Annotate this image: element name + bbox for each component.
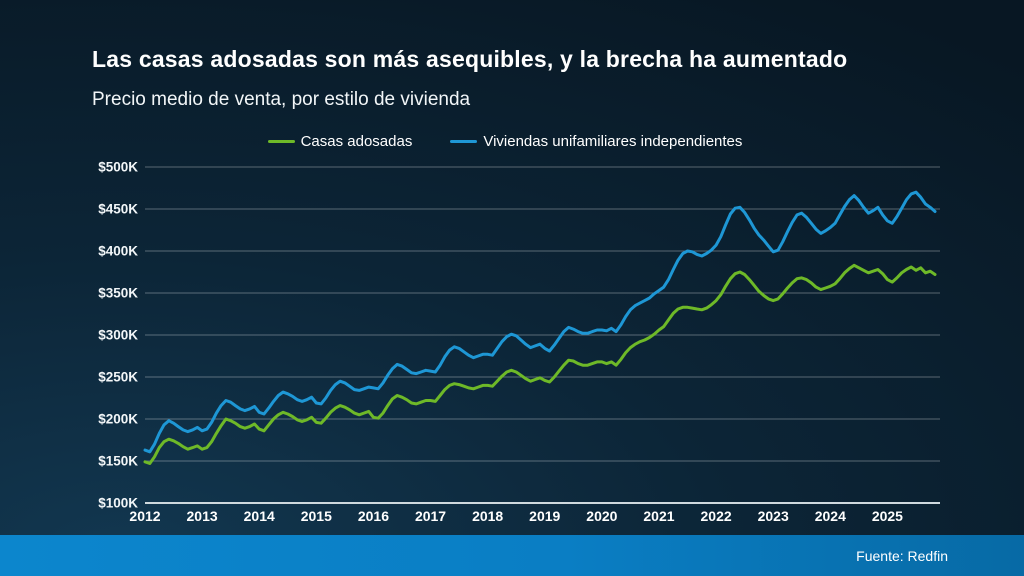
x-tick-label: 2025: [872, 508, 903, 524]
y-tick-label: $400K: [98, 244, 138, 259]
x-tick-label: 2015: [301, 508, 332, 524]
x-tick-label: 2021: [643, 508, 674, 524]
x-tick-label: 2018: [472, 508, 503, 524]
x-tick-label: 2024: [815, 508, 846, 524]
y-tick-label: $450K: [98, 202, 138, 217]
x-tick-label: 2013: [187, 508, 218, 524]
legend-label-single-family: Viviendas unifamiliares independientes: [483, 133, 743, 150]
x-tick-label: 2014: [244, 508, 275, 524]
legend-swatch-single-family-line: [450, 140, 478, 143]
series-line-townhouse: [143, 263, 937, 465]
y-tick-label: $250K: [98, 370, 138, 385]
y-gridlines: [145, 166, 940, 504]
x-tick-label: 2017: [415, 508, 446, 524]
y-tick-label: $100K: [98, 496, 138, 511]
x-tick-label: 2016: [358, 508, 389, 524]
legend-item-single-family: Viviendas unifamiliares independientes: [450, 133, 742, 150]
legend-item-townhouse: Casas adosadas: [267, 133, 413, 150]
legend-label-townhouse: Casas adosadas: [300, 133, 413, 150]
y-tick-label: $500K: [98, 160, 138, 175]
x-tick-label: 2012: [129, 508, 160, 524]
footer-bar: Fuente: Redfin: [0, 535, 1024, 576]
y-axis-labels: $500K $450K $400K $350K $300K $250K $200K $150K…: [98, 160, 138, 511]
x-axis-labels: 2012 2013 2014 2015 2016 2017 2018 2019 2020 2021…: [129, 508, 903, 524]
legend-swatch-townhouse-line: [267, 140, 295, 143]
y-tick-label: $350K: [98, 286, 138, 301]
x-tick-label: 2019: [529, 508, 560, 524]
x-tick-label: 2020: [586, 508, 617, 524]
y-tick-label: $300K: [98, 328, 138, 343]
chart-title: Las casas adosadas son más asequibles, y…: [92, 46, 848, 72]
x-tick-label: 2022: [701, 508, 732, 524]
chart-subtitle: Precio medio de venta, por estilo de viv…: [92, 89, 471, 110]
x-tick-label: 2023: [758, 508, 789, 524]
source-attribution: Fuente: Redfin: [856, 547, 948, 564]
y-tick-label: $150K: [98, 454, 138, 469]
y-tick-label: $200K: [98, 412, 138, 427]
chart-legend: Casas adosadas Viviendas unifamiliares i…: [0, 133, 1010, 150]
series-line-single-family: [143, 190, 937, 454]
